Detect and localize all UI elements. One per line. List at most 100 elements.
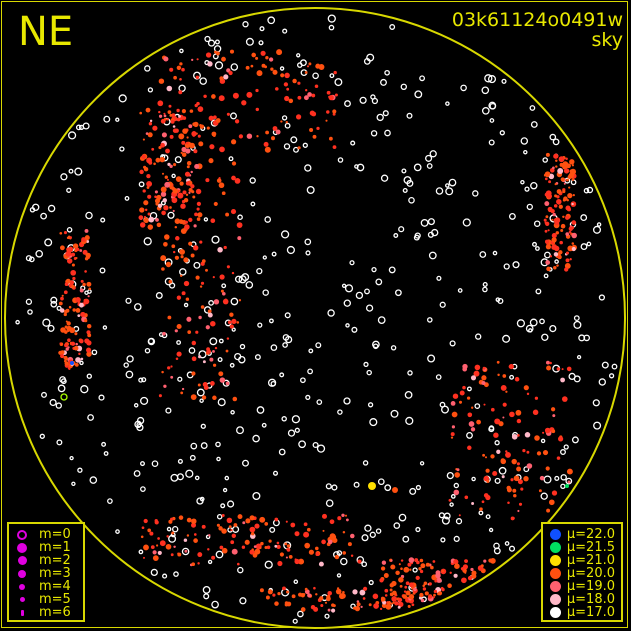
star-mark [487, 75, 497, 84]
star-mark [483, 403, 486, 406]
star-mark [210, 218, 216, 224]
star-mark [512, 488, 517, 493]
star-mark [426, 317, 433, 323]
star-mark [142, 189, 146, 193]
star-mark [212, 134, 216, 137]
star-mark [525, 324, 534, 333]
star-mark [190, 522, 197, 528]
star-mark [160, 142, 165, 148]
star-mark [249, 177, 256, 184]
star-mark [344, 284, 354, 293]
star-mark [215, 441, 221, 448]
star-mark [79, 249, 83, 252]
star-mark [138, 215, 144, 220]
star-mark [218, 371, 224, 377]
star-mark [284, 122, 291, 129]
star-mark [343, 397, 351, 405]
star-mark [564, 162, 569, 167]
star-mark [341, 513, 345, 517]
star-mark [533, 220, 541, 227]
star-mark [202, 360, 206, 364]
star-mark [44, 238, 53, 247]
star-mark [327, 608, 331, 612]
star-mark [544, 201, 550, 207]
star-mark [393, 522, 401, 529]
star-mark [190, 253, 195, 258]
star-mark [576, 354, 582, 360]
star-mark [245, 65, 250, 70]
star-mark [458, 514, 461, 517]
star-mark [552, 212, 556, 217]
star-mark [177, 376, 183, 382]
star-mark [532, 409, 539, 416]
star-mark [75, 247, 80, 252]
star-mark [72, 308, 76, 312]
star-mark [337, 409, 343, 415]
star-mark [233, 523, 238, 527]
star-mark [242, 521, 246, 525]
star-mark [230, 139, 237, 145]
star-mark [86, 347, 92, 353]
star-mark [206, 349, 212, 354]
star-mark [481, 106, 490, 115]
star-mark [63, 359, 67, 363]
star-mark [553, 252, 559, 257]
star-mark [569, 194, 572, 197]
star-mark [369, 418, 378, 427]
star-mark [203, 94, 207, 99]
star-mark [472, 190, 479, 197]
star-mark [268, 318, 274, 324]
star-mark [295, 114, 302, 120]
star-mark [429, 150, 437, 158]
star-mark [353, 481, 360, 488]
star-mark [415, 575, 420, 581]
star-mark [139, 169, 144, 175]
star-mark [186, 136, 189, 139]
star-mark [276, 541, 280, 545]
star-mark [342, 590, 345, 594]
star-mark [461, 577, 467, 584]
star-mark [413, 587, 417, 592]
star-mark [55, 402, 62, 409]
star-mark [436, 577, 442, 583]
magnitude-legend-item: m=5 [15, 592, 77, 607]
star-mark [400, 559, 404, 562]
star-mark [180, 391, 184, 395]
star-mark [481, 86, 490, 95]
star-mark [160, 186, 167, 193]
star-mark [508, 545, 516, 552]
star-mark [593, 421, 602, 430]
star-mark [375, 528, 382, 534]
star-mark [211, 235, 220, 244]
star-mark [380, 566, 386, 571]
star-mark [545, 190, 552, 197]
star-mark [440, 586, 444, 590]
star-mark [221, 56, 226, 62]
star-mark [312, 441, 319, 449]
star-mark [425, 154, 433, 162]
star-mark [571, 436, 579, 444]
mu-legend-item: μ=21.5 [549, 540, 615, 555]
star-mark [344, 514, 348, 517]
star-mark [601, 361, 609, 369]
star-mark [544, 239, 550, 244]
star-mark [554, 194, 558, 198]
star-mark [306, 186, 315, 194]
star-mark [532, 241, 537, 247]
star-mark [414, 90, 423, 99]
star-mark [494, 440, 500, 446]
star-mark [360, 605, 363, 609]
star-mark [327, 14, 336, 23]
star-mark [161, 267, 165, 271]
star-mark [312, 134, 317, 139]
star-mark [181, 140, 186, 145]
star-mark [49, 398, 57, 407]
star-mark [229, 324, 234, 329]
star-mark [179, 181, 184, 186]
star-mark [362, 597, 366, 600]
star-mark [335, 588, 342, 595]
star-mark [170, 375, 174, 379]
star-mark [563, 168, 570, 174]
star-mark [570, 179, 577, 186]
horizon-circle [4, 7, 626, 629]
